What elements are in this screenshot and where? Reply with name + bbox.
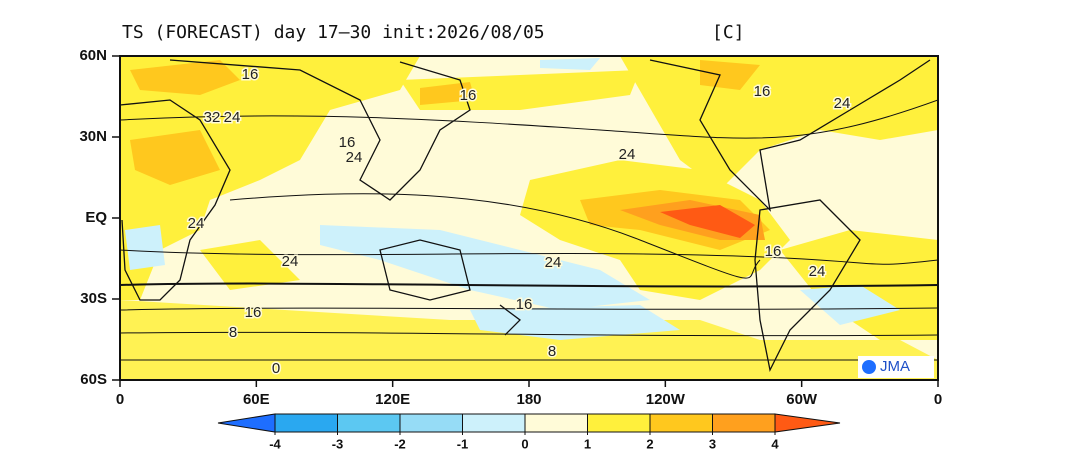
logo: JMA	[880, 358, 910, 375]
contour-label: 24	[545, 254, 562, 271]
colorbar-bin	[712, 413, 776, 433]
contour-label: 16	[516, 296, 533, 313]
contour-label: 16	[245, 304, 262, 321]
contour-label: 24	[188, 215, 205, 232]
lon-label: 120W	[646, 391, 686, 408]
contour-label: 8	[548, 343, 556, 360]
contour-label: 16	[460, 87, 477, 104]
contour-label: 32	[204, 109, 221, 126]
lon-label: 120E	[375, 391, 410, 408]
lat-label: 30N	[79, 128, 107, 145]
lat-label: 60S	[80, 371, 107, 388]
colorbar-bin	[337, 413, 401, 433]
contour-label: 8	[229, 324, 237, 341]
colorbar-bin	[399, 413, 463, 433]
contour-label: 0	[272, 360, 280, 377]
colorbar-bin	[524, 413, 588, 433]
colorbar-low	[217, 413, 276, 433]
colorbar: -4 -3 -2 -1 0 1 2 3 4	[217, 413, 841, 451]
colorbar-bin	[649, 413, 713, 433]
colorbar-high	[774, 413, 841, 433]
colorbar-label: 2	[646, 436, 653, 451]
title: TS (FORECAST) day 17–30 init:2026/08/05	[122, 22, 545, 43]
colorbar-bin	[274, 413, 338, 433]
colorbar-label: -2	[394, 436, 406, 451]
lon-label: 60W	[786, 391, 818, 408]
colorbar-label: 1	[584, 436, 591, 451]
contour-label: 16	[765, 243, 782, 260]
colorbar-label: 3	[709, 436, 716, 451]
lat-label: 30S	[80, 290, 107, 307]
colorbar-label: -3	[332, 436, 344, 451]
lon-label: 0	[934, 391, 942, 408]
colorbar-label: -4	[269, 436, 281, 451]
lon-label: 180	[516, 391, 541, 408]
lat-label: 60N	[79, 47, 107, 64]
colorbar-bin	[587, 413, 651, 433]
contour-label: 24	[282, 253, 299, 270]
colorbar-label: 4	[771, 436, 779, 451]
contour-label: 24	[809, 263, 826, 280]
lon-label: 0	[116, 391, 124, 408]
contour-label: 16	[339, 134, 356, 151]
contour-label: 24	[834, 95, 851, 112]
unit: [C]	[712, 22, 745, 43]
contour-labels: 16 16 32 24 16 24 24 16 24 24 24 24 16 2…	[186, 64, 852, 378]
contour-label: 24	[619, 146, 636, 163]
lat-label: EQ	[85, 209, 107, 226]
colorbar-bin	[462, 413, 526, 433]
contour-label: 24	[224, 109, 241, 126]
lon-label: 60E	[243, 391, 270, 408]
map: JMA 16 16 32 24 16 24 24 16 24 24 24 24 …	[119, 55, 939, 381]
contour-label: 16	[242, 66, 259, 83]
colorbar-label: -1	[457, 436, 469, 451]
contour-label: 16	[754, 83, 771, 100]
colorbar-label: 0	[521, 436, 528, 451]
contour-label: 24	[346, 149, 363, 166]
